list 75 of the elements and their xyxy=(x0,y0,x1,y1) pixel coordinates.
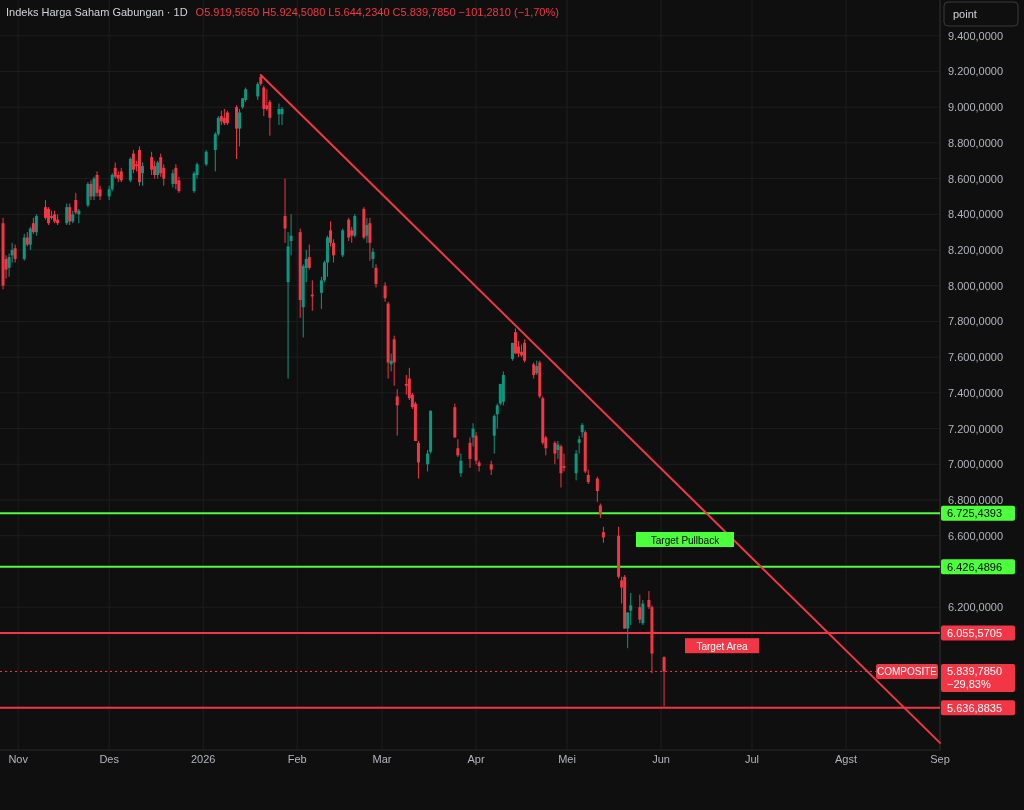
candlestick xyxy=(383,281,387,303)
y-tick-label: 8.200,0000 xyxy=(948,244,1004,256)
candlestick xyxy=(307,244,311,271)
annotation: Target Pullback xyxy=(650,534,721,546)
candlestick xyxy=(553,440,557,465)
ref-line-label: 5.636,8835 xyxy=(947,701,1003,714)
candlestick xyxy=(65,203,69,226)
y-tick-label: 6.200,0000 xyxy=(948,601,1004,614)
text: O5.919,5650 H5.924,5080 L5.644,2340 C5.839,7850 −101,2810 (−1,70%) xyxy=(195,6,559,18)
candlestick xyxy=(556,440,560,460)
y-tick-label: 9.200,0000 xyxy=(948,65,1004,78)
y-tick-label: 8.600,0000 xyxy=(948,172,1004,185)
x-tick-label: Agst xyxy=(834,753,858,765)
candlestick xyxy=(471,422,475,447)
ref-line-label: 5.839,7850 xyxy=(947,665,1003,678)
candlestick xyxy=(416,440,420,480)
y-tick-label: 8.000,0000 xyxy=(948,279,1004,292)
candlestick xyxy=(468,437,472,469)
x-tick-label: Nov xyxy=(8,753,29,765)
x-tick-label: Jun xyxy=(652,753,670,765)
x-tick-label: Mei xyxy=(558,753,576,765)
candlestick xyxy=(513,328,517,355)
x-tick-label: Apr xyxy=(467,753,485,765)
candlestick xyxy=(95,170,99,197)
annotation: COMPOSITE xyxy=(876,666,938,678)
candlestick xyxy=(641,599,645,626)
ref-line-label: 6.055,5705 xyxy=(947,626,1003,639)
candlestick xyxy=(395,388,399,437)
y-tick-label: 6.600,0000 xyxy=(948,529,1004,542)
y-tick-label: 8.400,0000 xyxy=(948,208,1004,221)
y-tick-label: 7.400,0000 xyxy=(948,386,1004,399)
candlestick xyxy=(280,106,284,126)
x-tick-label: Sep xyxy=(930,753,950,765)
text: −29,83% xyxy=(947,678,991,691)
candlestick xyxy=(238,108,242,147)
candlestick xyxy=(595,476,599,503)
candlestick xyxy=(74,192,78,215)
candlestick xyxy=(456,438,460,458)
y-tick-label: 7.600,0000 xyxy=(948,351,1004,364)
candlestick xyxy=(371,247,375,269)
x-tick-label: 2026 xyxy=(190,753,216,765)
candlestick xyxy=(404,374,408,396)
candlestick xyxy=(141,162,145,187)
candlestick xyxy=(638,594,642,624)
candlestick xyxy=(86,181,90,208)
candlestick xyxy=(283,178,287,244)
candlestick xyxy=(235,104,239,160)
text: point xyxy=(953,8,977,20)
candlestick xyxy=(374,263,378,288)
y-tick-label: 9.400,0000 xyxy=(948,29,1004,42)
candlestick xyxy=(459,453,463,478)
y-tick-label: 7.000,0000 xyxy=(948,458,1004,471)
ref-line-label: 6.426,4896 xyxy=(947,560,1003,573)
candlestick xyxy=(43,199,47,221)
annotation: Target Area xyxy=(696,640,748,652)
y-tick-label: 9.000,0000 xyxy=(948,101,1004,114)
candlestick xyxy=(353,213,357,238)
candlestick xyxy=(574,449,578,481)
candlestick xyxy=(128,156,132,183)
y-tick-label: 7.200,0000 xyxy=(948,422,1004,435)
text: Indeks Harga Saham Gabungan · 1D xyxy=(6,6,188,18)
candlestick xyxy=(150,151,154,176)
x-tick-label: Feb xyxy=(287,753,307,765)
ref-line-label: 6.725,4393 xyxy=(947,507,1003,520)
candlestick xyxy=(365,217,369,244)
x-tick-label: Jul xyxy=(744,753,760,765)
y-tick-label: 7.800,0000 xyxy=(948,315,1004,328)
candlestick xyxy=(277,103,281,126)
x-tick-label: Mar xyxy=(372,753,392,765)
candlestick xyxy=(629,592,633,626)
candlestick xyxy=(262,85,266,117)
candlestick xyxy=(89,179,93,201)
y-tick-label: 6.800,0000 xyxy=(948,494,1004,506)
y-tick-label: 8.800,0000 xyxy=(948,136,1004,149)
x-tick-label: Des xyxy=(99,753,120,765)
